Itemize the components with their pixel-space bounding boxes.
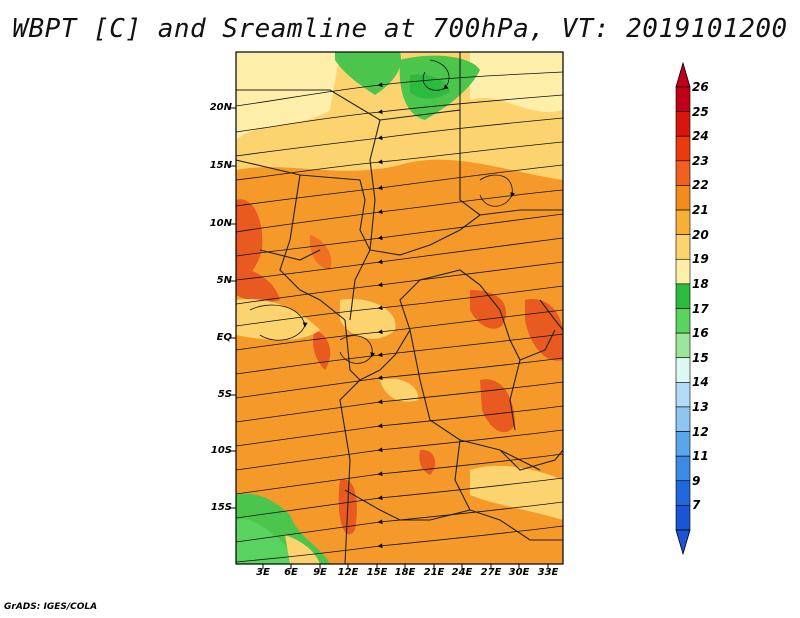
- colorbar-label: 16: [692, 326, 709, 341]
- colorbar-segment: [675, 209, 691, 235]
- country-borders: [236, 52, 563, 564]
- colorbar-segment: [675, 86, 691, 112]
- colorbar-label: 11: [692, 449, 709, 464]
- lon-label-24e: 24E: [451, 567, 473, 578]
- colorbar-label: 9: [692, 473, 701, 488]
- colorbar-segment: [675, 258, 691, 285]
- colorbar-label: 19: [692, 252, 709, 267]
- colorbar-label: 24: [692, 129, 709, 144]
- map-title: WBPT [C] and Sreamline at 700hPa, VT: 20…: [12, 14, 788, 44]
- colorbar-segment: [675, 480, 691, 506]
- colorbar-label: 20: [692, 227, 709, 242]
- colorbar-label: 25: [692, 104, 709, 119]
- colorbar-label: 26: [692, 80, 709, 94]
- colorbar-segment: [675, 308, 691, 334]
- colorbar-label: 17: [692, 301, 709, 316]
- streamlines: [236, 59, 563, 563]
- lon-label-33e: 33E: [537, 567, 559, 578]
- colorbar-segment: [675, 332, 691, 359]
- lat-label-10n: 10N: [209, 218, 232, 229]
- colorbar-segment: [675, 160, 691, 186]
- map-frame: [235, 51, 564, 565]
- colorbar-segment: [675, 185, 691, 211]
- colorbar-segment: [675, 283, 691, 309]
- lat-label-15s: 15S: [210, 502, 232, 513]
- lat-label-5n: 5N: [216, 275, 232, 286]
- lat-label-15n: 15N: [209, 160, 232, 171]
- lat-label-5s: 5S: [217, 389, 232, 400]
- lat-label-eq: EQ: [216, 332, 232, 343]
- colorbar-segment: [675, 111, 691, 137]
- colorbar-label: 15: [692, 350, 709, 365]
- lon-label-30e: 30E: [508, 567, 530, 578]
- colorbar-segment: [675, 357, 691, 383]
- axis-ticks: [230, 107, 549, 569]
- lon-label-18e: 18E: [394, 567, 416, 578]
- temperature-field: [236, 52, 563, 564]
- colorbar-label: 14: [692, 375, 709, 390]
- colorbar-segment: [675, 234, 691, 260]
- colorbar-segment: [675, 135, 691, 162]
- lon-label-12e: 12E: [337, 567, 359, 578]
- colorbar: [675, 61, 691, 556]
- lon-label-6e: 6E: [284, 567, 298, 578]
- lon-label-27e: 27E: [480, 567, 502, 578]
- colorbar-label: 22: [692, 178, 709, 193]
- colorbar-label: 7: [692, 498, 701, 513]
- lon-label-15e: 15E: [366, 567, 388, 578]
- lat-label-10s: 10S: [210, 445, 232, 456]
- colorbar-label: 18: [692, 276, 709, 291]
- colorbar-label: 12: [692, 424, 709, 439]
- colorbar-label: 23: [692, 153, 709, 168]
- colorbar-segment: [675, 382, 691, 408]
- lon-label-21e: 21E: [423, 567, 445, 578]
- colorbar-label: 13: [692, 399, 709, 414]
- lat-label-20n: 20N: [209, 102, 232, 113]
- colorbar-segment: [675, 431, 691, 457]
- lon-label-9e: 9E: [313, 567, 327, 578]
- colorbar-top-arrow: [675, 61, 691, 88]
- colorbar-label: 21: [692, 203, 709, 218]
- lon-label-3e: 3E: [256, 567, 270, 578]
- footer-credit: GrADS: IGES/COLA: [4, 602, 98, 612]
- colorbar-segment: [675, 406, 691, 432]
- colorbar-segment: [675, 455, 691, 482]
- colorbar-bottom-arrow: [675, 529, 691, 556]
- colorbar-segment: [675, 505, 691, 531]
